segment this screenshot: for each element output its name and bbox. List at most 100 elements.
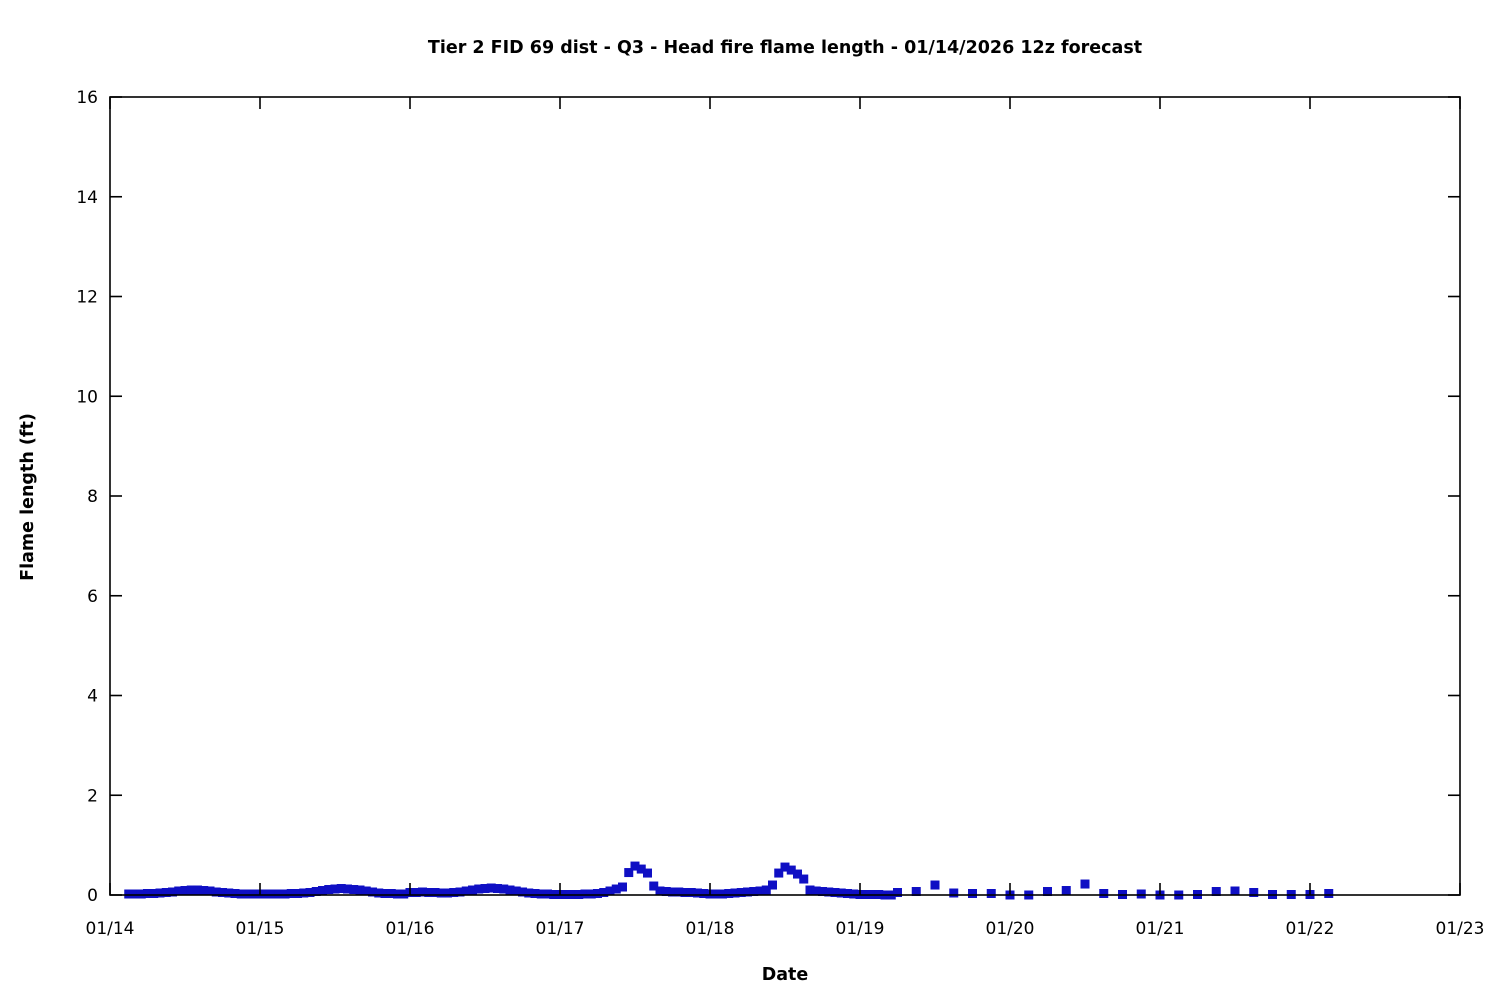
- y-tick-label: 14: [76, 188, 98, 208]
- x-tick-label: 01/14: [86, 919, 135, 939]
- data-point-marker: [718, 889, 728, 899]
- data-point-marker: [380, 889, 390, 899]
- data-point-marker: [643, 868, 653, 878]
- data-point-marker: [849, 889, 859, 899]
- data-point-marker: [1043, 887, 1052, 897]
- y-tick-label: 0: [87, 886, 98, 906]
- data-point-marker: [661, 887, 671, 897]
- data-point-marker: [368, 887, 378, 897]
- data-point-marker: [493, 884, 503, 894]
- data-point-marker: [236, 889, 246, 899]
- data-point-marker: [168, 887, 178, 897]
- data-point-marker: [674, 887, 684, 897]
- data-point-marker: [199, 886, 209, 896]
- x-tick-label: 01/16: [386, 919, 435, 939]
- data-point-marker: [155, 888, 165, 898]
- data-point-marker: [149, 889, 159, 899]
- data-point-marker: [693, 888, 703, 898]
- data-point-marker: [136, 889, 146, 899]
- y-tick-label: 2: [87, 786, 98, 806]
- data-point-marker: [605, 886, 615, 896]
- data-point-marker: [461, 886, 471, 896]
- data-point-marker: [1249, 888, 1259, 898]
- data-point-marker: [393, 889, 403, 899]
- data-point-marker: [536, 889, 546, 899]
- data-point-marker: [430, 888, 440, 898]
- data-point-marker: [649, 881, 659, 891]
- data-point-marker: [443, 888, 453, 898]
- data-point-marker: [699, 889, 709, 899]
- data-point-marker: [1324, 889, 1334, 899]
- data-point-marker: [411, 888, 421, 898]
- data-point-marker: [780, 862, 790, 872]
- data-point-marker: [730, 888, 740, 898]
- data-point-marker: [824, 887, 834, 897]
- data-point-marker: [618, 882, 628, 892]
- data-point-marker: [274, 889, 284, 899]
- data-point-marker: [774, 868, 784, 878]
- data-point-marker: [749, 887, 759, 897]
- data-point-marker: [968, 889, 977, 899]
- data-point-marker: [893, 888, 902, 898]
- data-point-marker: [518, 887, 528, 897]
- data-point-marker: [280, 889, 290, 899]
- data-point-marker: [686, 888, 696, 898]
- data-point-marker: [986, 889, 996, 899]
- data-point-marker: [161, 888, 171, 898]
- data-point-marker: [586, 889, 596, 899]
- data-point-marker: [293, 889, 303, 899]
- data-point-marker: [486, 883, 496, 893]
- data-point-marker: [268, 889, 278, 899]
- data-point-marker: [1099, 889, 1109, 899]
- data-point-marker: [949, 888, 959, 898]
- chart-title: Tier 2 FID 69 dist - Q3 - Head fire flam…: [427, 38, 1143, 58]
- data-point-marker: [330, 884, 340, 894]
- data-point-marker: [205, 886, 215, 896]
- data-point-marker: [261, 889, 271, 899]
- data-point-marker: [224, 888, 234, 898]
- data-point-marker: [624, 868, 634, 878]
- data-point-marker: [249, 889, 259, 899]
- data-point-marker: [480, 884, 490, 894]
- data-point-marker: [130, 889, 140, 899]
- data-point-marker: [361, 886, 371, 896]
- x-tick-label: 01/22: [1286, 919, 1335, 939]
- x-tick-label: 01/15: [236, 919, 285, 939]
- y-tick-label: 8: [87, 487, 98, 507]
- data-point-marker: [636, 864, 646, 874]
- data-point-marker: [1211, 887, 1221, 897]
- data-point-marker: [511, 886, 521, 896]
- x-tick-label: 01/20: [986, 919, 1035, 939]
- x-tick-label: 01/23: [1436, 919, 1485, 939]
- data-point-marker: [143, 889, 153, 899]
- data-point-marker: [386, 889, 396, 899]
- data-point-marker: [668, 887, 678, 897]
- data-point-marker: [1061, 886, 1071, 896]
- data-point-marker: [843, 889, 853, 899]
- data-point-marker: [580, 889, 590, 899]
- data-point-marker: [793, 869, 803, 879]
- data-point-marker: [755, 886, 765, 896]
- data-point-marker: [630, 861, 640, 871]
- data-point-marker: [305, 888, 315, 898]
- data-point-marker: [761, 885, 771, 895]
- y-tick-label: 10: [76, 387, 98, 407]
- data-point-marker: [174, 886, 184, 896]
- data-point-marker: [211, 887, 221, 897]
- data-point-marker: [349, 885, 359, 895]
- data-point-marker: [830, 888, 840, 898]
- data-point-marker: [468, 885, 478, 895]
- data-point-marker: [455, 887, 465, 897]
- data-point-marker: [611, 884, 621, 894]
- data-point-marker: [436, 888, 446, 898]
- data-point-marker: [474, 884, 484, 894]
- data-point-marker: [343, 884, 353, 894]
- data-point-marker: [180, 886, 190, 896]
- data-point-marker: [655, 886, 665, 896]
- data-point-marker: [399, 889, 409, 899]
- x-tick-label: 01/19: [836, 919, 885, 939]
- y-tick-label: 12: [76, 288, 98, 308]
- y-tick-label: 4: [87, 687, 98, 707]
- data-point-marker: [836, 888, 846, 898]
